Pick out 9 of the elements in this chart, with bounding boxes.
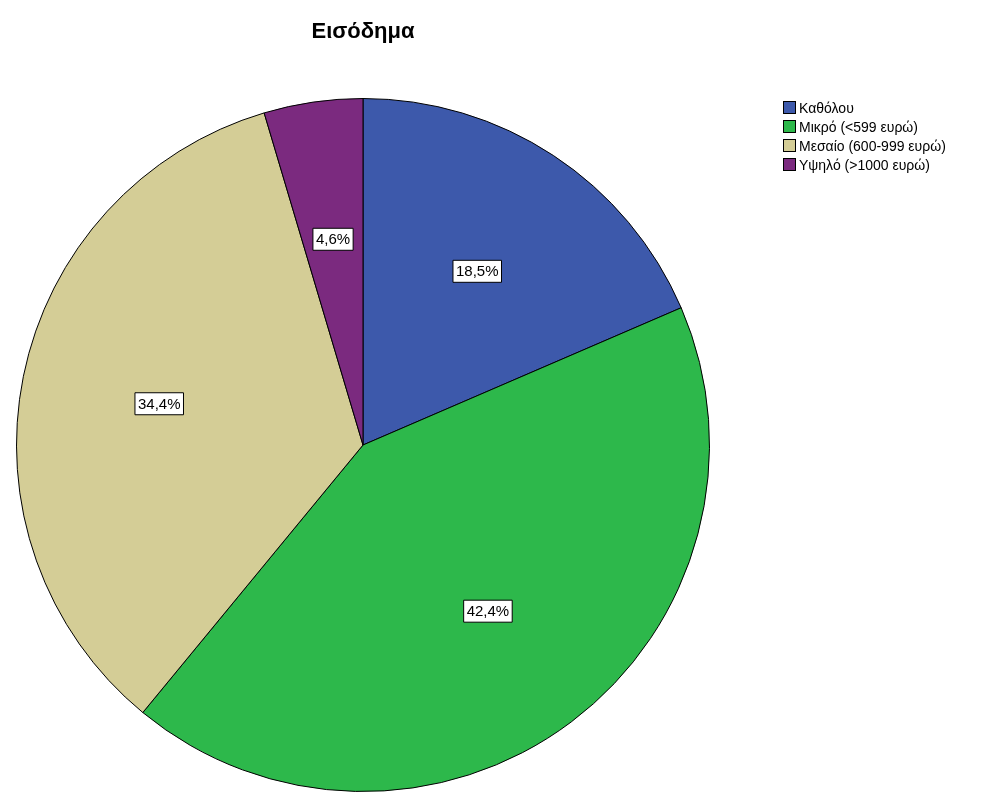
legend-label: Μεσαίο (600-999 ευρώ) bbox=[799, 137, 946, 154]
data-label: 34,4% bbox=[137, 394, 181, 412]
data-label: 42,4% bbox=[466, 602, 510, 620]
legend-label: Υψηλό (>1000 ευρώ) bbox=[799, 156, 930, 173]
legend-label: Μικρό (<599 ευρώ) bbox=[799, 118, 918, 135]
data-label: 18,5% bbox=[455, 262, 499, 280]
legend-label: Καθόλου bbox=[799, 99, 854, 116]
data-label: 4,6% bbox=[315, 230, 351, 248]
chart-title: Εισόδημα bbox=[310, 18, 416, 44]
